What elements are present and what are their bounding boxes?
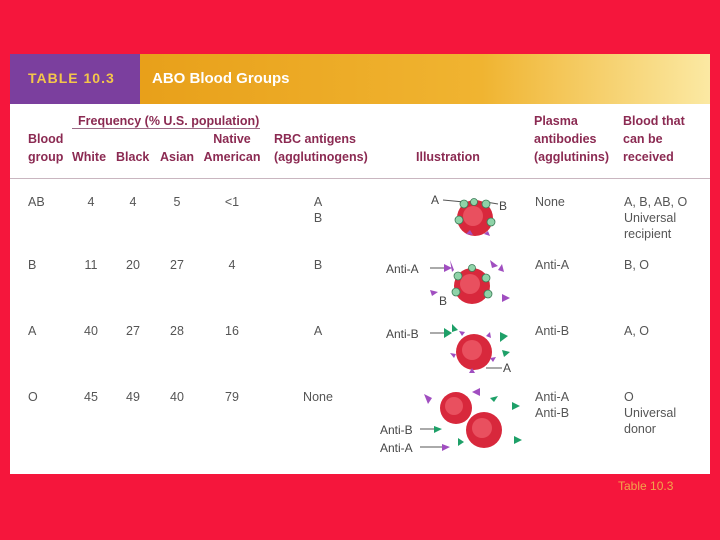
a-anti-b-label: Anti-B <box>386 327 419 341</box>
row-o-white: 45 <box>84 390 98 404</box>
header-white: White <box>72 150 107 164</box>
header-line: can be <box>623 132 663 146</box>
row-ab-native: <1 <box>224 195 240 209</box>
row-b-white: 11 <box>84 258 98 272</box>
table-slide: TABLE 10.3 ABO Blood Groups Blood group … <box>10 54 710 474</box>
b-antigen-label: B <box>439 294 448 308</box>
row-ab-antibodies: None <box>535 195 565 209</box>
row-ab-white: 4 <box>87 195 95 209</box>
slide-caption: Table 10.3 <box>618 479 674 493</box>
header-plasma-antibodies: Plasma antibodies (agglutinins) <box>534 112 609 166</box>
row-a-antigens: A <box>313 324 323 338</box>
header-frequency: Frequency (% U.S. population) <box>78 114 260 128</box>
antibody-line: Anti-A <box>535 390 570 404</box>
header-rbc-antigens: RBC antigens (agglutinogens) <box>274 130 368 166</box>
header-blood-received: Blood that can be received <box>623 112 685 166</box>
row-a-group: A <box>28 324 37 338</box>
table-title: ABO Blood Groups <box>152 70 290 87</box>
row-ab-antigens: A B <box>308 194 328 226</box>
row-b-native: 4 <box>228 258 236 272</box>
row-ab-received: A, B, AB, O Universal recipient <box>624 194 687 242</box>
a-antigen-label: A <box>503 361 512 375</box>
header-divider <box>10 178 710 179</box>
received-line: Universal <box>624 211 677 225</box>
header-illustration: Illustration <box>416 150 480 164</box>
header-line: American <box>203 150 261 164</box>
row-a-received: A, O <box>624 324 650 338</box>
row-ab-asian: 5 <box>173 195 181 209</box>
header-black: Black <box>116 150 150 164</box>
received-line: Universal <box>624 406 677 420</box>
table-label-band: TABLE 10.3 <box>10 54 140 104</box>
received-line: A, B, AB, O <box>624 195 688 209</box>
ab-antigen-a-label: A <box>431 193 440 207</box>
row-o-asian: 40 <box>170 390 184 404</box>
row-o-native: 79 <box>225 390 239 404</box>
header-line: Native <box>213 132 251 146</box>
header-asian: Asian <box>160 150 195 164</box>
antigen-line: B <box>313 211 323 225</box>
o-anti-b-label: Anti-B <box>380 423 413 437</box>
antibody-line: Anti-B <box>535 406 570 420</box>
received-line: recipient <box>624 227 672 241</box>
header-line: RBC antigens <box>274 132 356 146</box>
o-rbc-illustration <box>420 388 522 451</box>
row-a-native: 16 <box>225 324 239 338</box>
o-anti-a-label: Anti-A <box>380 441 413 455</box>
header-native-american: Native American <box>200 130 264 166</box>
antigen-line: A <box>313 195 323 209</box>
row-ab-black: 4 <box>129 195 137 209</box>
b-anti-a-label: Anti-A <box>386 262 419 276</box>
table-label: TABLE 10.3 <box>28 70 115 86</box>
row-b-asian: 27 <box>170 258 184 272</box>
received-line: O <box>624 390 634 404</box>
header-line: antibodies <box>534 132 597 146</box>
header-line: group <box>28 150 64 164</box>
row-a-black: 27 <box>126 324 140 338</box>
row-a-white: 40 <box>84 324 98 338</box>
ab-antigen-b-label: B <box>499 199 508 213</box>
row-o-received: O Universal donor <box>624 389 676 437</box>
header-line: Blood that <box>623 114 685 128</box>
row-ab-group: AB <box>28 195 45 209</box>
row-o-antibodies: Anti-A Anti-B <box>535 389 569 421</box>
header-line: received <box>623 150 674 164</box>
row-o-black: 49 <box>126 390 140 404</box>
row-b-group: B <box>28 258 37 272</box>
a-rbc-illustration <box>430 324 510 373</box>
ab-rbc-illustration <box>442 198 499 236</box>
row-a-antibodies: Anti-B <box>535 324 570 338</box>
row-b-antigens: B <box>313 258 323 272</box>
row-b-black: 20 <box>126 258 140 272</box>
table-title-band: ABO Blood Groups <box>140 54 710 104</box>
header-blood-group: Blood group <box>28 130 63 166</box>
header-line: (agglutinogens) <box>274 150 368 164</box>
frequency-underline <box>72 128 260 129</box>
received-line: donor <box>624 422 656 436</box>
row-o-antigens: None <box>303 390 333 404</box>
row-b-received: B, O <box>624 258 650 272</box>
header-line: Plasma <box>534 114 578 128</box>
row-b-antibodies: Anti-A <box>535 258 570 272</box>
header-line: (agglutinins) <box>534 150 609 164</box>
header-line: Blood <box>28 132 64 146</box>
row-o-group: O <box>28 390 38 404</box>
row-a-asian: 28 <box>170 324 184 338</box>
b-rbc-illustration <box>430 260 510 304</box>
